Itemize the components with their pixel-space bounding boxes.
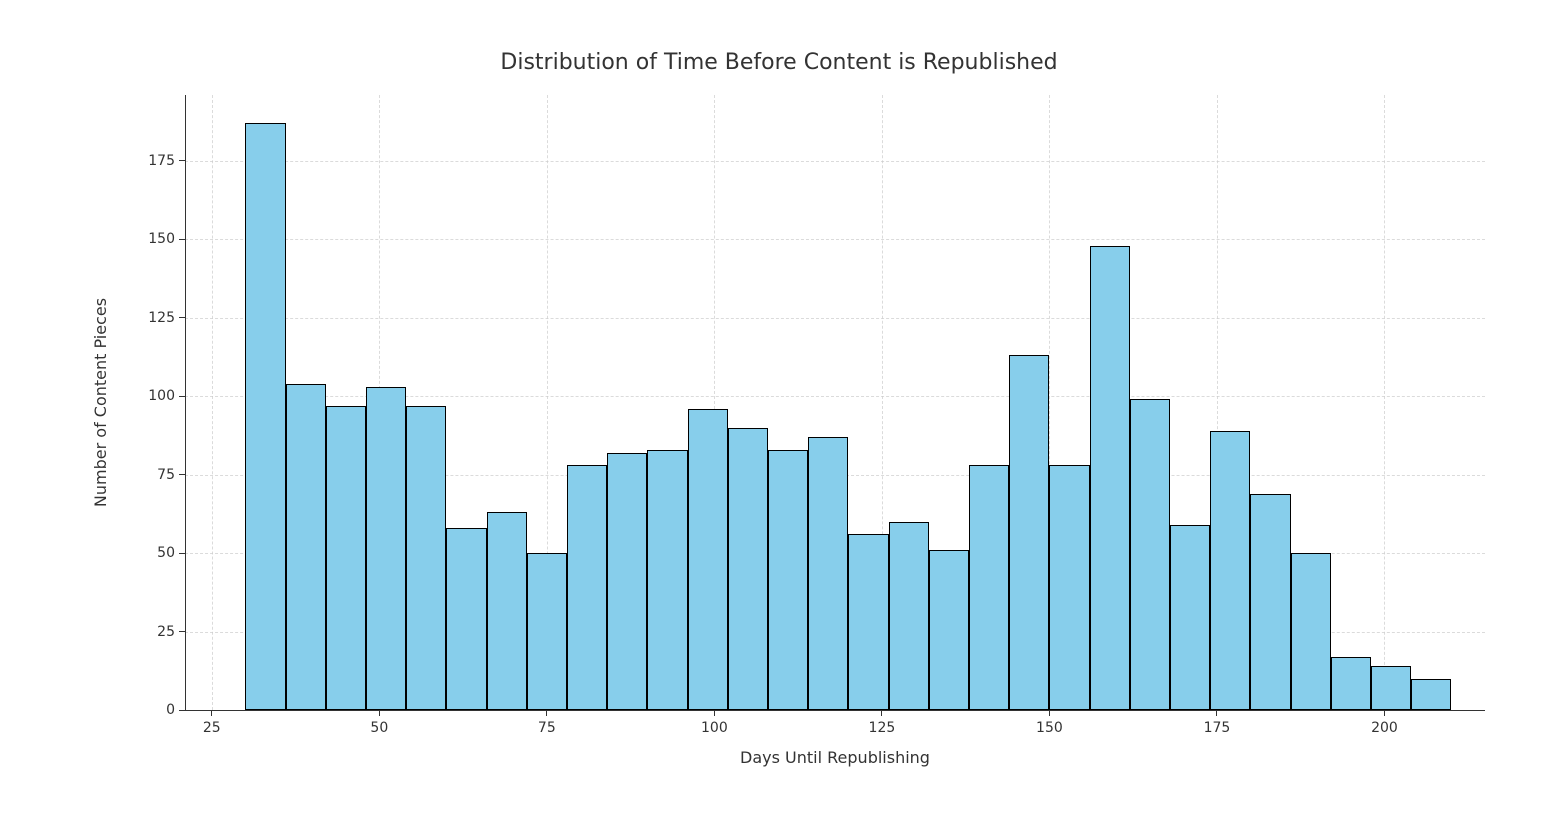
chart-container: Distribution of Time Before Content is R… [0, 0, 1558, 828]
x-tick-label: 125 [869, 720, 896, 736]
x-tick-label: 100 [701, 720, 728, 736]
y-tick-label: 75 [135, 467, 175, 483]
histogram-bar [527, 553, 567, 710]
histogram-bar [1130, 399, 1170, 710]
x-axis-label: Days Until Republishing [185, 748, 1485, 767]
histogram-bar [848, 534, 888, 710]
histogram-bar [647, 450, 687, 710]
histogram-bar [446, 528, 486, 710]
histogram-bar [688, 409, 728, 710]
histogram-bar [1210, 431, 1250, 710]
histogram-bar [1170, 525, 1210, 710]
y-tick-label: 150 [135, 231, 175, 247]
y-tick-label: 100 [135, 388, 175, 404]
x-tick-label: 75 [538, 720, 556, 736]
histogram-bar [969, 465, 1009, 710]
x-tick-label: 50 [370, 720, 388, 736]
histogram-bar [889, 522, 929, 710]
y-tick-label: 125 [135, 310, 175, 326]
grid-horizontal [185, 318, 1485, 319]
histogram-bar [768, 450, 808, 710]
histogram-bar [567, 465, 607, 710]
histogram-bar [1009, 355, 1049, 710]
x-tick-label: 25 [203, 720, 221, 736]
y-tick-label: 50 [135, 545, 175, 561]
y-tick-label: 175 [135, 153, 175, 169]
histogram-bar [808, 437, 848, 710]
histogram-bar [607, 453, 647, 710]
y-axis-label: Number of Content Pieces [91, 95, 110, 710]
grid-vertical [212, 95, 213, 710]
histogram-bar [286, 384, 326, 710]
plot-area [185, 95, 1485, 710]
histogram-bar [1090, 246, 1130, 710]
x-tick-label: 175 [1204, 720, 1231, 736]
histogram-bar [1291, 553, 1331, 710]
histogram-bar [245, 123, 285, 710]
histogram-bar [406, 406, 446, 710]
y-axis-spine [185, 95, 186, 710]
chart-title: Distribution of Time Before Content is R… [0, 50, 1558, 75]
histogram-bar [929, 550, 969, 710]
histogram-bar [1250, 494, 1290, 711]
grid-horizontal [185, 239, 1485, 240]
histogram-bar [1049, 465, 1089, 710]
histogram-bar [1411, 679, 1451, 710]
histogram-bar [1331, 657, 1371, 710]
histogram-bar [487, 512, 527, 710]
x-tick-label: 200 [1371, 720, 1398, 736]
grid-vertical [1384, 95, 1385, 710]
y-tick-label: 25 [135, 624, 175, 640]
histogram-bar [1371, 666, 1411, 710]
y-tick-label: 0 [135, 702, 175, 718]
x-axis-spine [185, 710, 1485, 711]
histogram-bar [326, 406, 366, 710]
histogram-bar [728, 428, 768, 710]
histogram-bar [366, 387, 406, 710]
x-tick-label: 150 [1036, 720, 1063, 736]
grid-horizontal [185, 161, 1485, 162]
